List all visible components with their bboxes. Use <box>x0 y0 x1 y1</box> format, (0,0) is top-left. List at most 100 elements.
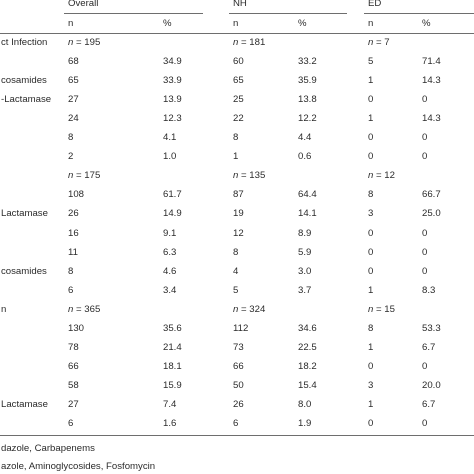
subheader-percent: % <box>422 18 431 29</box>
table-cell: 0 <box>422 151 428 163</box>
table-cell: 14.3 <box>422 75 441 87</box>
table-cell: 0 <box>368 132 374 144</box>
row-label: cosamides <box>1 265 47 277</box>
table-cell: 78 <box>68 341 79 353</box>
table-cell: 4.1 <box>163 132 177 144</box>
table-cell: 15.9 <box>163 379 182 391</box>
subheader-percent: % <box>298 18 307 29</box>
table-cell: 34.9 <box>163 56 182 68</box>
table-cell: 14.3 <box>422 113 441 125</box>
table-cell: 0 <box>422 418 428 429</box>
n-symbol: n <box>233 170 239 182</box>
table-cell: 26 <box>68 208 79 220</box>
table-cell: 0 <box>422 227 428 239</box>
n-symbol: n <box>68 303 74 315</box>
group-count: n = 324 <box>233 303 266 315</box>
table-cell: 0 <box>368 265 374 277</box>
group-rule <box>364 13 474 14</box>
table-cell: 3 <box>368 208 374 220</box>
table-cell: 60 <box>233 56 244 68</box>
row-label: -Lactamase <box>1 94 52 106</box>
table-cell: 27 <box>68 398 79 410</box>
group-rule <box>229 13 347 14</box>
table-cell: 3.4 <box>163 284 177 296</box>
table-cell: 5 <box>233 284 239 296</box>
table-cell: 73 <box>233 341 244 353</box>
group-count: n = 365 <box>68 303 101 315</box>
row-label: n <box>1 303 7 315</box>
row-label: Lactamase <box>1 208 48 220</box>
table-cell: 6.7 <box>422 398 436 410</box>
subheader-n: n <box>233 18 239 29</box>
table-cell: 64.4 <box>298 189 317 201</box>
subheader-n: n <box>68 18 74 29</box>
table-cell: 8.3 <box>422 284 436 296</box>
table-cell: 6 <box>68 418 74 429</box>
table-cell: 68 <box>68 56 79 68</box>
table-cell: 3.7 <box>298 284 312 296</box>
n-symbol: n <box>368 303 374 315</box>
table-cell: 1 <box>368 75 374 87</box>
table-cell: 14.9 <box>163 208 182 220</box>
table-cell: 3.0 <box>298 265 312 277</box>
table-cell: 1 <box>368 284 374 296</box>
table-cell: 1.6 <box>163 418 177 429</box>
table-cell: 5 <box>368 56 374 68</box>
group-count: n = 181 <box>233 37 266 48</box>
table-cell: 71.4 <box>422 56 441 68</box>
subheader-n: n <box>368 18 374 29</box>
table-cell: 4.6 <box>163 265 177 277</box>
n-symbol: n <box>368 37 374 48</box>
table-cell: 1 <box>368 398 374 410</box>
group-count: n = 195 <box>68 37 101 48</box>
table-cell: 24 <box>68 113 79 125</box>
table-cell: 4.4 <box>298 132 312 144</box>
group-header: ED <box>368 0 382 9</box>
table-cell: 8 <box>233 132 239 144</box>
table-cell: 22.5 <box>298 341 317 353</box>
table-cell: 25 <box>233 94 244 106</box>
table-cell: 53.3 <box>422 322 441 334</box>
table-cell: 26 <box>233 398 244 410</box>
table-cell: 0 <box>368 227 374 239</box>
row-label: cosamides <box>1 75 47 87</box>
table-cell: 33.2 <box>298 56 317 68</box>
table-cell: 18.2 <box>298 360 317 372</box>
n-symbol: n <box>233 37 239 48</box>
table-cell: 22 <box>233 113 244 125</box>
footer-rule <box>0 435 474 436</box>
table-cell: 9.1 <box>163 227 177 239</box>
table-cell: 27 <box>68 94 79 106</box>
group-header: NH <box>233 0 247 9</box>
group-count: n = 7 <box>368 37 390 48</box>
table-cell: 20.0 <box>422 379 441 391</box>
table-cell: 8 <box>368 189 374 201</box>
table-cell: 66 <box>233 360 244 372</box>
table-cell: 33.9 <box>163 75 182 87</box>
table-cell: 8 <box>368 322 374 334</box>
table-cell: 3 <box>368 379 374 391</box>
table-cell: 0.6 <box>298 151 312 163</box>
table-cell: 65 <box>233 75 244 87</box>
table-cell: 58 <box>68 379 79 391</box>
row-label: Lactamase <box>1 398 48 410</box>
table-cell: 112 <box>233 322 249 334</box>
table-cell: 2 <box>68 151 74 163</box>
group-header: Overall <box>68 0 99 9</box>
table-cell: 8 <box>233 246 239 258</box>
table-cell: 4 <box>233 265 239 277</box>
table-cell: 6.3 <box>163 246 177 258</box>
table-cell: 1 <box>368 341 374 353</box>
table-cell: 0 <box>422 360 428 372</box>
table-cell: 12.3 <box>163 113 182 125</box>
table-cell: 13.9 <box>163 94 182 106</box>
table-cell: 12 <box>233 227 244 239</box>
row-label: ct Infection <box>1 37 48 48</box>
n-symbol: n <box>368 170 374 182</box>
table-cell: 8.0 <box>298 398 312 410</box>
table-cell: 50 <box>233 379 244 391</box>
group-rule <box>64 13 203 14</box>
table-cell: 66 <box>68 360 79 372</box>
table-cell: 8 <box>68 265 74 277</box>
